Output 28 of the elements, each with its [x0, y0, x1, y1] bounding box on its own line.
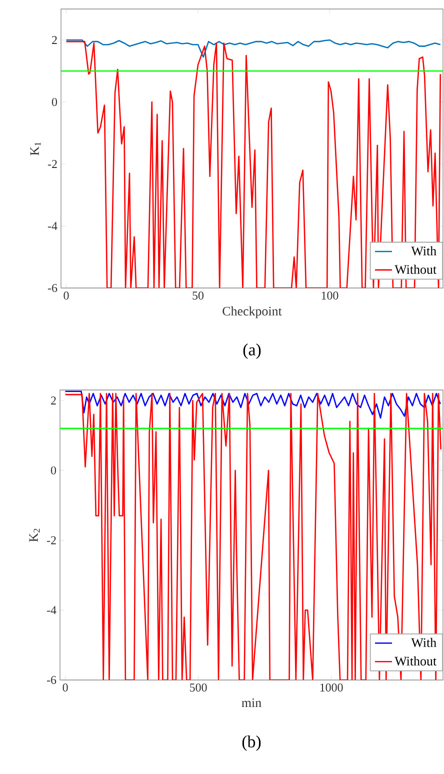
y-axis-title: K$_{1}$: [30, 142, 41, 156]
y-tick-label: -4: [48, 222, 58, 230]
y-tick-label: 0: [50, 466, 56, 474]
x-tick-label: 1000: [320, 684, 343, 692]
x-tick-label: 50: [192, 292, 204, 300]
line-series: [66, 40, 442, 288]
legend-label: Without: [394, 656, 436, 666]
y-tick-label: 2: [52, 36, 57, 44]
x-tick-label: 0: [64, 292, 69, 300]
y-tick-label: 2: [51, 396, 56, 404]
y-tick-label: -6: [46, 676, 56, 684]
x-axis-title: Checkpoint: [222, 306, 282, 318]
x-tick-label: 0: [62, 684, 68, 692]
legend-label: With: [411, 638, 436, 648]
y-tick-label: -2: [48, 160, 57, 168]
text: (a): [243, 344, 261, 359]
legend-label: With: [411, 246, 436, 256]
y-tick-label: 0: [52, 98, 58, 106]
y-tick-label: -2: [46, 536, 56, 544]
y-tick-label: -6: [48, 284, 58, 292]
x-tick-label: 100: [322, 292, 338, 300]
line-series: [64, 392, 442, 680]
y-tick-label: -4: [46, 606, 56, 614]
x-tick-label: 500: [190, 684, 207, 692]
y-axis-title: K$_{2}$: [29, 528, 40, 542]
legend-label: Without: [394, 264, 436, 274]
text: (b): [242, 736, 261, 751]
x-axis-title: min: [242, 698, 262, 707]
